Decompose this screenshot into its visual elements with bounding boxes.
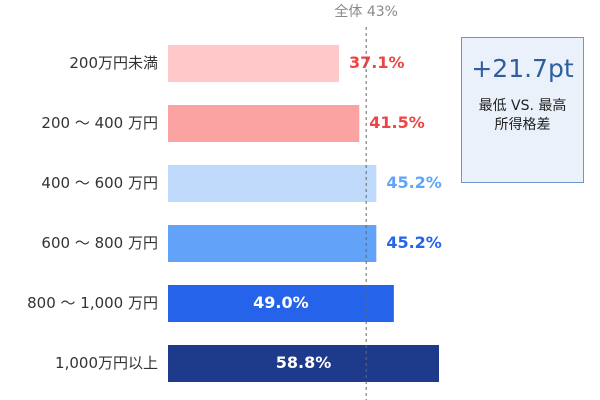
bar-5 xyxy=(168,345,439,382)
value-label-3: 45.2% xyxy=(386,233,442,252)
category-label-1: 200 ～ 400 万円 xyxy=(41,114,158,132)
gap-callout-box: +21.7pt 最低 VS. 最高 所得格差 xyxy=(461,37,584,183)
value-label-1: 41.5% xyxy=(369,113,425,132)
overall-reference-label: 全体 43% xyxy=(334,3,398,20)
gap-callout-value: +21.7pt xyxy=(471,54,574,83)
value-label-0: 37.1% xyxy=(349,53,405,72)
value-label-4: 49.0% xyxy=(253,293,309,312)
bar-3 xyxy=(168,225,377,262)
category-label-0: 200万円未満 xyxy=(69,54,158,72)
bar-1 xyxy=(168,105,360,142)
value-label-5: 58.8% xyxy=(276,353,332,372)
category-label-5: 1,000万円以上 xyxy=(55,354,158,372)
gap-callout-line-2: 所得格差 xyxy=(494,117,551,133)
category-label-2: 400 ～ 600 万円 xyxy=(41,174,158,192)
gap-callout-line-1: 最低 VS. 最高 xyxy=(478,98,567,114)
value-label-2: 45.2% xyxy=(386,173,442,192)
bar-0 xyxy=(168,45,339,82)
category-label-3: 600 ～ 800 万円 xyxy=(41,234,158,252)
category-label-4: 800 ～ 1,000 万円 xyxy=(27,294,158,312)
bar-4 xyxy=(168,285,394,322)
bar-2 xyxy=(168,165,377,202)
